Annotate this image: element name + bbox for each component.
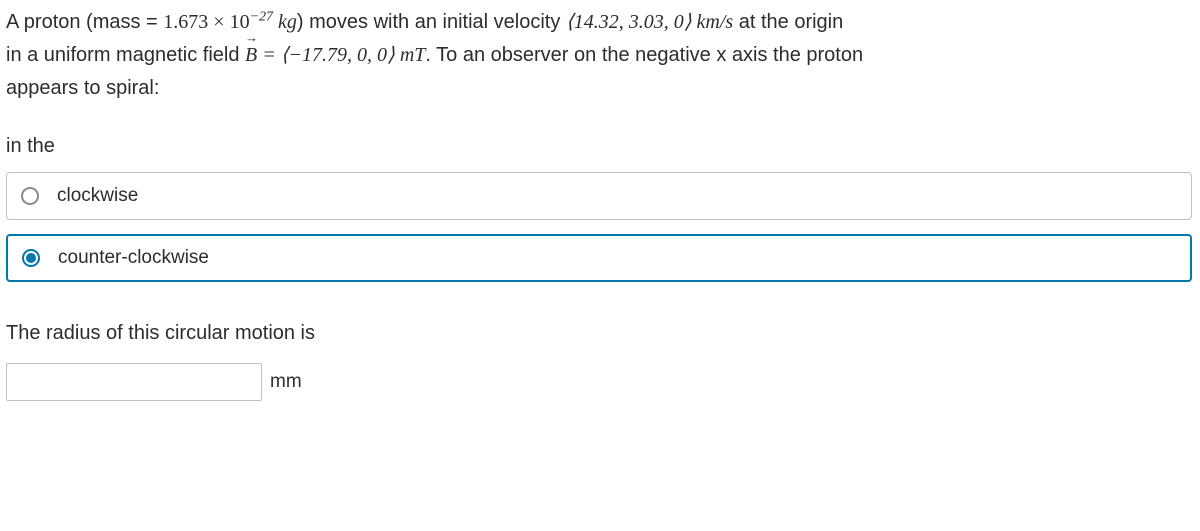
radio-option-counter-clockwise[interactable]: counter-clockwise [6,234,1192,282]
radio-label: counter-clockwise [58,247,209,269]
direction-label: in the [6,135,1192,158]
radius-label: The radius of this circular motion is [6,322,1192,345]
radius-input-row: mm [6,363,1192,401]
radio-option-clockwise[interactable]: clockwise [6,172,1192,220]
problem-text: A proton (mass = 1.673 × 10−27 kg) moves… [6,6,1192,105]
text-fragment: . To an observer on the negative x axis … [425,44,863,66]
mass-exponent: −27 [250,9,273,24]
equals: = [257,44,281,66]
mass-value: 1.673 × 10−27 kg [163,11,297,33]
radius-input[interactable] [6,363,262,401]
direction-radio-group: clockwise counter-clockwise [6,172,1192,282]
velocity-vector: ⟨14.32, 3.03, 0⟩ km/s [566,11,733,33]
radio-icon [22,249,40,267]
radio-label: clockwise [57,185,138,207]
b-vector-symbol: →B [245,39,257,72]
text-fragment: appears to spiral: [6,77,159,99]
vector-arrow-icon: → [245,31,258,44]
radius-unit: mm [270,371,302,393]
text-fragment: ) moves with an initial velocity [297,11,566,33]
text-fragment: A proton (mass = [6,11,163,33]
mass-unit: kg [273,11,297,33]
question-container: A proton (mass = 1.673 × 10−27 kg) moves… [0,0,1200,531]
text-fragment: in a uniform magnetic field [6,44,245,66]
b-vector-value: ⟨−17.79, 0, 0⟩ mT [281,44,426,66]
radio-icon [21,187,39,205]
text-fragment: at the origin [733,11,843,33]
